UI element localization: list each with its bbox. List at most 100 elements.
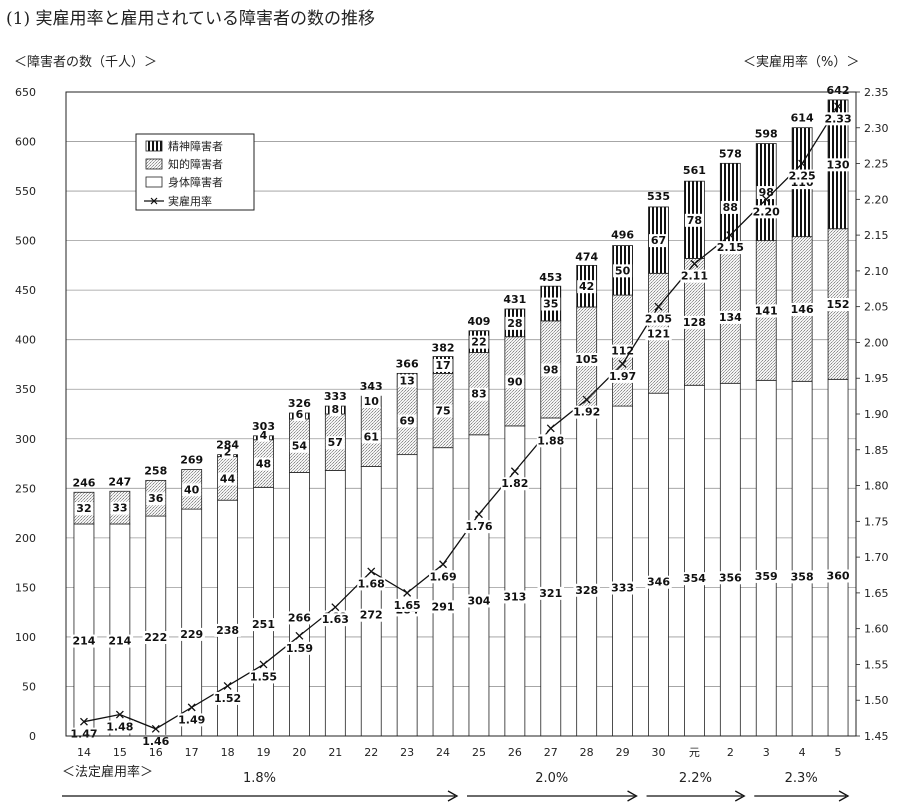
data-label-mental-bg <box>505 316 525 330</box>
data-label-intellectual-bg <box>717 310 744 324</box>
x-tick-label: 15 <box>113 746 127 759</box>
data-label-intellectual: 48 <box>256 458 271 471</box>
rate-label-bg <box>141 734 170 748</box>
rate-label: 2.11 <box>681 270 708 283</box>
data-label-total: 409 <box>467 315 490 328</box>
rate-label: 1.82 <box>501 477 528 490</box>
bar-physical <box>791 380 813 737</box>
legal-rate-value: 2.2% <box>679 771 712 786</box>
data-label-intellectual-bg <box>433 404 453 418</box>
x-tick-label: 3 <box>763 746 770 759</box>
legend-label-intellectual: 知的障害者 <box>168 157 223 171</box>
data-label-physical: 238 <box>216 624 239 637</box>
bar-physical <box>684 384 705 737</box>
data-label-mental: 98 <box>759 186 774 199</box>
rate-point <box>115 710 124 719</box>
data-label-mental-bg <box>824 158 852 172</box>
data-label-intellectual: 44 <box>220 472 236 485</box>
rate-point <box>726 231 735 240</box>
data-label-total: 333 <box>324 390 347 403</box>
data-label-physical: 359 <box>755 570 778 583</box>
data-label-intellectual: 69 <box>399 414 414 427</box>
data-label-mental: 13 <box>399 374 414 387</box>
data-label-intellectual-bg <box>752 304 780 318</box>
data-label-total: 431 <box>503 293 526 306</box>
data-label-physical: 214 <box>72 635 95 648</box>
rate-point <box>403 588 412 597</box>
rate-point <box>834 102 843 111</box>
data-label-mental: 17 <box>435 359 450 372</box>
rate-point <box>582 395 591 404</box>
data-label-intellectual: 146 <box>791 303 814 316</box>
data-label-physical: 304 <box>467 594 490 607</box>
data-label-intellectual-bg <box>505 375 525 389</box>
data-label-mental: 8 <box>331 403 339 416</box>
data-label-intellectual-bg <box>218 472 238 486</box>
rate-point <box>439 560 448 569</box>
data-label-physical-bg <box>357 608 385 622</box>
x-tick-label: 18 <box>221 746 235 759</box>
data-label-total: 474 <box>575 250 598 263</box>
data-label-mental: 10 <box>364 395 380 408</box>
data-label-physical-bg <box>178 627 205 641</box>
y-tick-label: 400 <box>15 334 36 347</box>
rate-point <box>187 703 196 712</box>
y2-tick-label: 1.60 <box>864 623 889 636</box>
data-label-physical: 266 <box>288 611 311 624</box>
data-label-mental-bg <box>649 234 668 248</box>
legend-label-rate: 実雇用率 <box>168 194 212 208</box>
y2-tick-label: 1.80 <box>864 480 889 493</box>
data-label-physical: 328 <box>575 584 598 597</box>
bar-physical <box>612 405 633 737</box>
y-tick-label: 500 <box>15 235 36 248</box>
data-label-physical-bg <box>429 600 457 614</box>
data-label-physical-bg <box>609 581 636 595</box>
data-label-intellectual-bg <box>361 430 381 444</box>
rate-label-bg <box>536 434 565 448</box>
data-label-mental: 6 <box>296 408 304 421</box>
rate-point <box>654 302 663 311</box>
rate-label: 2.15 <box>717 241 744 254</box>
rate-label: 2.20 <box>753 205 780 218</box>
y2-tick-label: 1.65 <box>864 587 889 600</box>
y-tick-label: 0 <box>29 730 36 743</box>
rate-label-bg <box>357 577 386 591</box>
rate-label: 1.48 <box>106 721 133 734</box>
data-label-intellectual-bg <box>397 414 417 428</box>
y-tick-label: 550 <box>15 185 36 198</box>
data-label-mental: 35 <box>543 298 558 311</box>
x-tick-label: 4 <box>799 746 806 759</box>
data-label-physical: 272 <box>360 609 383 622</box>
legal-rate-value: 2.0% <box>535 771 568 786</box>
rate-label-bg <box>824 112 853 126</box>
data-label-physical: 222 <box>144 631 167 644</box>
rate-label: 2.33 <box>824 112 851 125</box>
data-label-intellectual: 75 <box>435 405 450 418</box>
rate-label-bg <box>464 520 493 534</box>
rate-point <box>762 195 771 204</box>
rate-label-bg <box>752 205 781 219</box>
y2-tick-label: 2.00 <box>864 336 889 349</box>
rate-label-bg <box>105 720 134 734</box>
y2-tick-label: 2.30 <box>864 122 889 135</box>
x-tick-label: 20 <box>292 746 306 759</box>
rate-label-bg <box>608 369 637 383</box>
data-label-intellectual-bg <box>541 363 561 377</box>
data-label-physical-bg <box>824 569 852 583</box>
x-tick-label: 23 <box>400 746 414 759</box>
y2-tick-label: 2.35 <box>864 86 889 99</box>
data-label-physical: 333 <box>611 582 634 595</box>
data-label-total: 496 <box>611 229 634 242</box>
rate-label-bg <box>680 269 709 283</box>
legal-rate-label: ＜法定雇用率＞ <box>62 764 153 780</box>
data-label-intellectual: 90 <box>507 375 523 388</box>
y2-tick-label: 2.15 <box>864 229 889 242</box>
y2-tick-label: 1.45 <box>864 730 889 743</box>
rate-line <box>83 105 839 730</box>
y2-tick-label: 2.10 <box>864 265 889 278</box>
rate-line-layer: 1.47 1.48 1.46 1.49 1.52 1.55 1.59 1.63 1.68 1.65… <box>69 102 853 748</box>
data-label-physical: 346 <box>647 576 670 589</box>
y-tick-label: 100 <box>15 631 36 644</box>
data-label-mental-bg <box>433 358 453 372</box>
y2-tick-label: 1.95 <box>864 372 889 385</box>
